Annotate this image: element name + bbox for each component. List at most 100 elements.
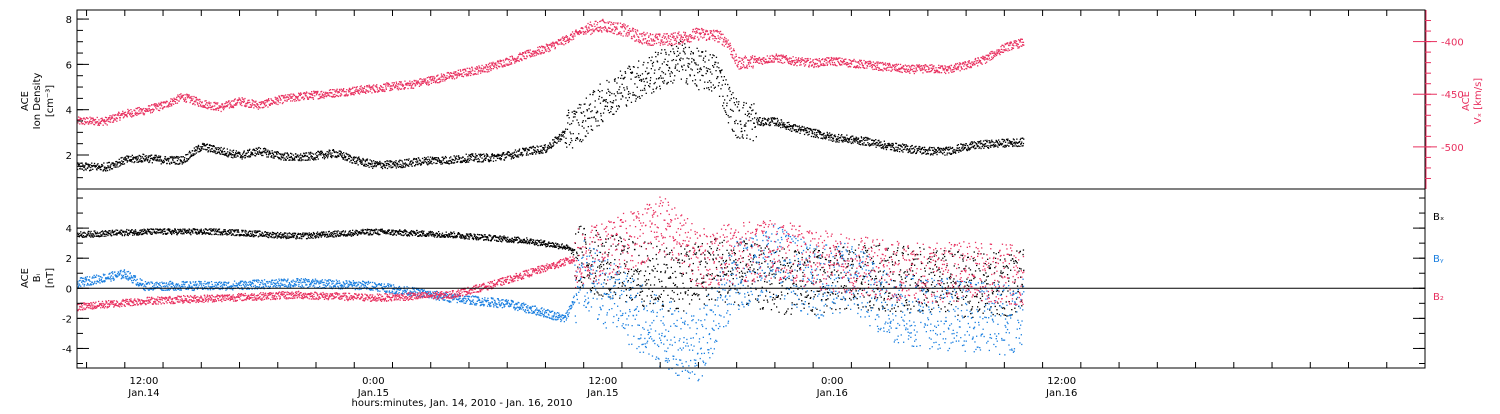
top-vx-point <box>860 59 862 62</box>
top-vx-point <box>217 107 219 110</box>
top-density-point <box>135 156 137 158</box>
top-vx-point <box>341 90 343 93</box>
top-density-point <box>723 76 725 78</box>
top-vx-point <box>243 100 245 103</box>
top-density-point <box>179 162 181 164</box>
top-density-point <box>537 146 539 148</box>
top-density-point <box>564 142 566 144</box>
top-vx-point <box>848 59 850 61</box>
top-vx-point <box>923 68 925 71</box>
top-density-point <box>645 92 647 94</box>
top-density-point <box>744 130 746 132</box>
top-vx-point <box>838 61 840 63</box>
top-density-point <box>564 132 566 134</box>
top-vx-point <box>638 36 640 38</box>
top-density-point <box>331 155 333 157</box>
top-density-point <box>366 158 368 161</box>
top-density-point <box>413 158 415 160</box>
top-vx-point <box>261 101 264 103</box>
top-vx-point <box>499 62 501 64</box>
top-density-point <box>107 166 109 168</box>
top-density-point <box>798 128 800 130</box>
top-vx-point <box>244 97 246 100</box>
top-density-point <box>206 143 208 146</box>
top-density-point <box>675 59 677 61</box>
top-density-point <box>164 156 167 158</box>
top-density-point <box>493 157 495 159</box>
top-density-point <box>634 76 636 78</box>
top-vx-point <box>428 76 430 78</box>
top-vx-point <box>306 96 308 98</box>
top-density-point <box>732 110 734 112</box>
top-density-point <box>733 102 735 104</box>
top-density-point <box>600 119 603 121</box>
top-vx-point <box>674 38 677 40</box>
top-density-point <box>205 145 207 147</box>
top-vx-point <box>687 39 689 41</box>
top-vx-point <box>782 54 784 56</box>
top-density-point <box>211 151 214 153</box>
top-vx-point <box>560 38 562 40</box>
top-vx-point <box>91 117 93 120</box>
top-vx-point <box>869 65 871 67</box>
top-density-point <box>589 93 591 96</box>
top-density-point <box>683 51 686 53</box>
top-density-point <box>523 147 525 150</box>
top-vx-point <box>297 98 299 100</box>
top-density-point <box>117 166 119 168</box>
top-vx-point <box>776 57 778 60</box>
top-vx-point <box>679 43 681 45</box>
top-density-point <box>748 112 750 115</box>
top-vx-point <box>714 36 716 38</box>
top-density-point <box>644 70 647 73</box>
top-density-point <box>590 111 592 113</box>
top-density-point <box>669 75 671 77</box>
top-vx-point <box>483 70 486 73</box>
top-density-point <box>355 160 358 162</box>
top-vx-point <box>506 58 508 60</box>
top-density-point <box>840 135 842 137</box>
top-vx-point <box>820 64 823 66</box>
top-vx-point <box>620 32 623 35</box>
top-density-point <box>310 151 312 153</box>
top-vx-point <box>643 33 645 36</box>
top-density-point <box>267 151 269 153</box>
top-vx-point <box>769 58 772 60</box>
top-density-point <box>489 156 491 158</box>
top-vx-point <box>960 63 962 65</box>
top-density-point <box>447 160 449 162</box>
top-vx-point <box>476 66 478 69</box>
top-vx-point <box>222 106 224 108</box>
top-vx-point <box>991 52 994 54</box>
top-density-point <box>675 64 677 66</box>
top-vx-point <box>366 86 368 88</box>
top-vx-point <box>220 106 222 108</box>
top-density-point <box>795 129 797 131</box>
top-density-point <box>533 151 535 153</box>
top-vx-point <box>652 44 654 46</box>
top-vx-point <box>427 84 429 86</box>
top-vx-point <box>603 21 605 23</box>
top-density-point <box>802 129 804 131</box>
top-vx-point <box>627 29 629 32</box>
top-vx-point <box>599 20 601 23</box>
top-vx-point <box>455 73 457 75</box>
top-vx-point <box>973 60 975 63</box>
top-vx-point <box>235 103 237 105</box>
top-density-point <box>558 133 561 136</box>
top-density-point <box>193 147 195 149</box>
top-density-point <box>305 159 307 161</box>
top-vx-point <box>602 27 605 29</box>
top-vx-point <box>114 119 117 121</box>
top-vx-point <box>351 92 353 94</box>
top-density-point <box>299 157 301 159</box>
top-density-point <box>586 130 588 132</box>
top-density-point <box>660 52 662 54</box>
top-density-point <box>525 147 527 149</box>
top-density-point <box>671 59 673 62</box>
top-vx-point <box>450 72 452 74</box>
top-density-point <box>832 138 834 140</box>
top-vx-point <box>639 33 641 35</box>
top-vx-point <box>187 94 189 96</box>
top-vx-point <box>240 99 242 102</box>
